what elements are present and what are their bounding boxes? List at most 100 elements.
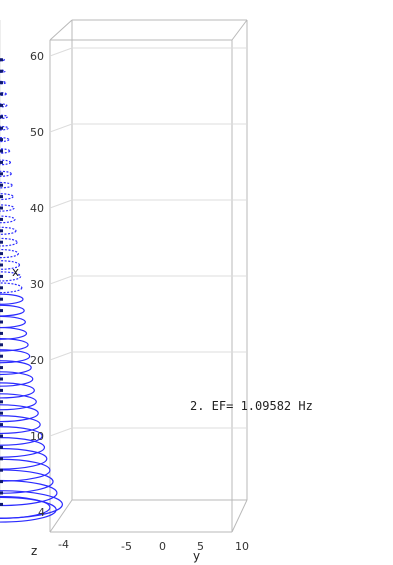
- mode-ring: [0, 447, 48, 470]
- grid-line: [49, 275, 73, 285]
- mode-ring: [0, 293, 24, 305]
- node-marker: [0, 217, 3, 221]
- mode-ring: [0, 271, 22, 282]
- node-marker: [0, 400, 3, 404]
- box-edge: [231, 499, 248, 533]
- node-marker: [0, 263, 3, 267]
- node-marker: [0, 103, 3, 107]
- mode-ring: [0, 170, 12, 177]
- mode-ring: [0, 193, 14, 201]
- grid-line: [49, 427, 73, 437]
- node-marker: [0, 343, 3, 347]
- mode-ring: [0, 58, 5, 62]
- y-tick-label: 0: [159, 540, 166, 553]
- mode-ring: [0, 415, 41, 435]
- y-tick-label: 5: [197, 540, 204, 553]
- mode-ring: [0, 437, 46, 458]
- mode-ring: [0, 382, 35, 399]
- x-tick-label: 20: [30, 354, 44, 367]
- x-tick-label: 10: [30, 430, 44, 443]
- node-marker: [0, 252, 3, 256]
- node-marker: [0, 309, 3, 313]
- mode-ring: [0, 260, 21, 270]
- x-tick-label: 40: [30, 202, 44, 215]
- mode-ring: [0, 326, 28, 340]
- mode-ring: [0, 226, 17, 235]
- mode-ring: [0, 69, 6, 73]
- node-marker: [0, 138, 3, 142]
- x-tick-label: 60: [30, 50, 44, 63]
- node-marker: [0, 388, 3, 392]
- mode-ring: [0, 148, 11, 154]
- node-marker: [0, 126, 3, 130]
- y-tick-label: 10: [235, 540, 249, 553]
- node-marker: [0, 206, 3, 210]
- node-marker: [0, 160, 3, 164]
- grid-line: [49, 351, 73, 361]
- y-axis-label: y: [193, 549, 200, 563]
- mode-ring: [0, 181, 13, 189]
- node-marker: [0, 445, 3, 449]
- node-marker: [0, 92, 3, 96]
- mode-ring: [0, 237, 18, 247]
- mode-ring: [0, 159, 12, 166]
- node-marker: [0, 377, 3, 381]
- node-marker: [0, 115, 3, 119]
- mode-ring: [0, 360, 32, 376]
- node-marker: [0, 457, 3, 461]
- center-line: [0, 58, 3, 506]
- node-marker: [0, 274, 3, 278]
- node-marker: [0, 366, 3, 370]
- x-tick-label: 30: [30, 278, 44, 291]
- mode-ring: [0, 248, 19, 259]
- mode-ring: [0, 469, 54, 494]
- node-marker: [0, 240, 3, 244]
- node-marker: [0, 411, 3, 415]
- grid-line: [49, 123, 73, 133]
- grid-line: [49, 199, 73, 209]
- mode-ring: [0, 92, 7, 96]
- mode-ring: [0, 371, 34, 387]
- node-marker: [0, 468, 3, 472]
- mode-rings: [0, 58, 63, 523]
- mode-ring: [0, 495, 51, 520]
- mode-ring: [0, 114, 9, 120]
- node-marker: [0, 81, 3, 85]
- mode-ring: [0, 137, 10, 143]
- node-marker: [0, 491, 3, 495]
- node-marker: [0, 331, 3, 335]
- mode-ring: [0, 349, 31, 364]
- box-edge: [231, 19, 248, 41]
- mode-ring: [0, 125, 9, 131]
- node-marker: [0, 286, 3, 290]
- box-edge: [49, 499, 73, 533]
- z-axis-label: z: [31, 544, 37, 558]
- mode-ring: [0, 103, 8, 108]
- node-marker: [0, 69, 3, 73]
- node-marker: [0, 149, 3, 153]
- mode-ring: [0, 490, 63, 519]
- node-marker: [0, 172, 3, 176]
- node-marker: [0, 354, 3, 358]
- node-marker: [0, 183, 3, 187]
- grid-line: [49, 47, 73, 57]
- node-marker: [0, 423, 3, 427]
- mode-ring: [0, 479, 58, 507]
- mode-ring: [0, 215, 16, 224]
- mode-ring: [0, 458, 51, 482]
- mode-ring: [0, 393, 37, 411]
- mode-ring: [0, 282, 23, 294]
- node-marker: [0, 320, 3, 324]
- mode-ring: [0, 80, 7, 85]
- mode-ring: [0, 404, 39, 423]
- node-marker: [0, 434, 3, 438]
- tick-labels: 10 20 30 40 50 60 -5 0 5 10 4 -4: [30, 50, 249, 553]
- mode-ring: [0, 426, 43, 446]
- mode-ring: [0, 315, 26, 329]
- y-tick-label: -5: [121, 540, 132, 553]
- mode-ring: [0, 204, 15, 212]
- frequency-annotation: 2. EF= 1.09582 Hz: [190, 399, 313, 413]
- z-tick-label: 4: [38, 506, 45, 519]
- node-marker: [0, 480, 3, 484]
